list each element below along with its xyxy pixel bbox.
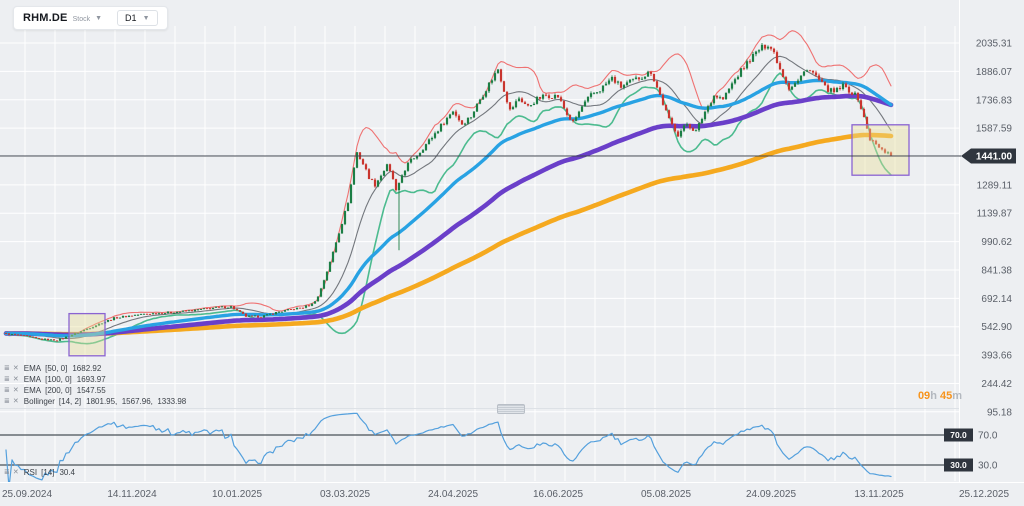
rsi-legend: ≣ ✕ RSI [14] 30.4 [4,467,75,478]
rsi-level-tag-text: 30.0 [950,460,967,470]
chart-toolbar: RHM.DE Stock ▼ D1 ▼ [13,6,168,30]
price-axis-label: 542.90 [981,322,1012,333]
indicator-value: 1682.92 [72,364,102,373]
date-axis-label: 25.12.2025 [959,489,1009,500]
indicator-params: [100, 0] [45,375,72,384]
price-axis-label: 2035.31 [976,39,1013,50]
indicator-legend: ≣ ✕ EMA [50, 0] 1682.92 ≣ ✕ EMA [100, 0]… [4,363,186,407]
rsi-level-tag [944,428,973,442]
countdown-hours: 09 [917,390,931,402]
countdown-minutes: 45 [939,390,953,402]
indicator-value: 1547.55 [76,386,106,395]
rsi-axis-label: 30.0 [978,461,998,472]
date-axis-label: 13.11.2025 [854,489,904,500]
rsi-line [5,412,892,482]
date-axis-label: 14.11.2024 [107,489,157,500]
settings-icon[interactable]: ≣ [4,469,10,476]
indicator-value: 30.4 [59,468,76,477]
chevron-down-icon[interactable]: ▼ [95,15,103,22]
close-icon[interactable]: ✕ [12,365,19,372]
legend-row-rsi: ≣ ✕ RSI [14] 30.4 [4,467,75,478]
down-candle-bodies [4,44,893,342]
close-icon[interactable]: ✕ [12,469,19,476]
grid-layer [0,0,1024,483]
date-axis-label: 03.03.2025 [320,489,370,500]
indicator-params: [200, 0] [45,386,72,395]
indicator-name: EMA [23,375,42,384]
bollinger-middle-line [5,55,892,340]
chevron-down-icon: ▼ [142,15,150,22]
price-axis-label: 1139.87 [977,209,1013,220]
price-axis-label: 1587.59 [976,124,1013,135]
countdown-minutes-unit: m [952,390,962,402]
indicator-value: 1693.97 [76,375,106,384]
date-axis-label: 10.01.2025 [212,489,262,500]
current-price-tag-text: 1441.00 [976,152,1013,163]
price-axis-label: 393.66 [981,351,1012,362]
settings-icon[interactable]: ≣ [4,387,10,394]
highlight-box[interactable] [68,312,106,357]
indicator-params: [14, 2] [58,397,82,406]
pane-resize-handle[interactable] [497,404,525,414]
indicator-name: Bollinger [23,397,55,406]
close-icon[interactable]: ✕ [12,376,19,383]
price-axis-label: 1736.83 [976,95,1013,106]
up-candle-bodies [10,44,890,341]
price-axis-label: 1289.11 [977,180,1013,191]
price-axis-label: 692.14 [981,294,1012,305]
settings-icon[interactable]: ≣ [4,365,10,372]
legend-row-ema50: ≣ ✕ EMA [50, 0] 1682.92 [4,363,186,374]
close-icon[interactable]: ✕ [12,387,19,394]
price-axis-label: 841.38 [981,266,1012,277]
down-candle-wicks [5,44,892,342]
bar-close-countdown: 09h 45m [918,390,962,402]
current-price-tag [961,148,1016,164]
ema200-line [3,132,894,337]
settings-icon[interactable]: ≣ [4,376,10,383]
date-axis-label: 05.08.2025 [641,489,691,500]
settings-icon[interactable]: ≣ [4,398,10,405]
up-candle-wicks [11,43,889,342]
ema50-line [4,78,893,338]
ema100-line [3,93,894,338]
price-axis-label: 95.18 [987,407,1012,418]
legend-row-ema100: ≣ ✕ EMA [100, 0] 1693.97 [4,374,186,385]
price-axis-label: 1886.07 [976,67,1013,78]
indicator-name: EMA [23,386,42,395]
indicator-params: [14] [41,468,55,477]
close-icon[interactable]: ✕ [12,398,19,405]
bollinger-upper-line [5,30,892,337]
instrument-type-label: Stock [72,15,91,23]
date-axis-label: 16.06.2025 [533,489,583,500]
date-axis-label: 24.09.2025 [746,489,796,500]
indicator-params: [50, 0] [45,364,68,373]
indicator-name: EMA [23,364,42,373]
indicator-name: RSI [23,468,38,477]
price-axis-label: 244.42 [981,379,1012,390]
timeframe-selector[interactable]: D1 ▼ [117,10,158,26]
timeframe-label: D1 [125,13,137,23]
indicator-value: 1801.95, 1567.96, 1333.98 [86,397,187,406]
price-axis-label: 990.62 [981,237,1012,248]
rsi-level-tag-text: 70.0 [950,430,967,440]
countdown-hours-unit: h [930,390,940,402]
date-axis-label: 24.04.2025 [428,489,478,500]
symbol-name[interactable]: RHM.DE [23,12,68,24]
rsi-level-tag [944,458,973,472]
date-axis-label: 25.09.2024 [2,489,52,500]
highlight-box[interactable] [851,124,910,176]
legend-row-bollinger: ≣ ✕ Bollinger [14, 2] 1801.95, 1567.96, … [4,396,186,407]
rsi-axis-label: 70.0 [978,431,998,442]
legend-row-ema200: ≣ ✕ EMA [200, 0] 1547.55 [4,385,186,396]
